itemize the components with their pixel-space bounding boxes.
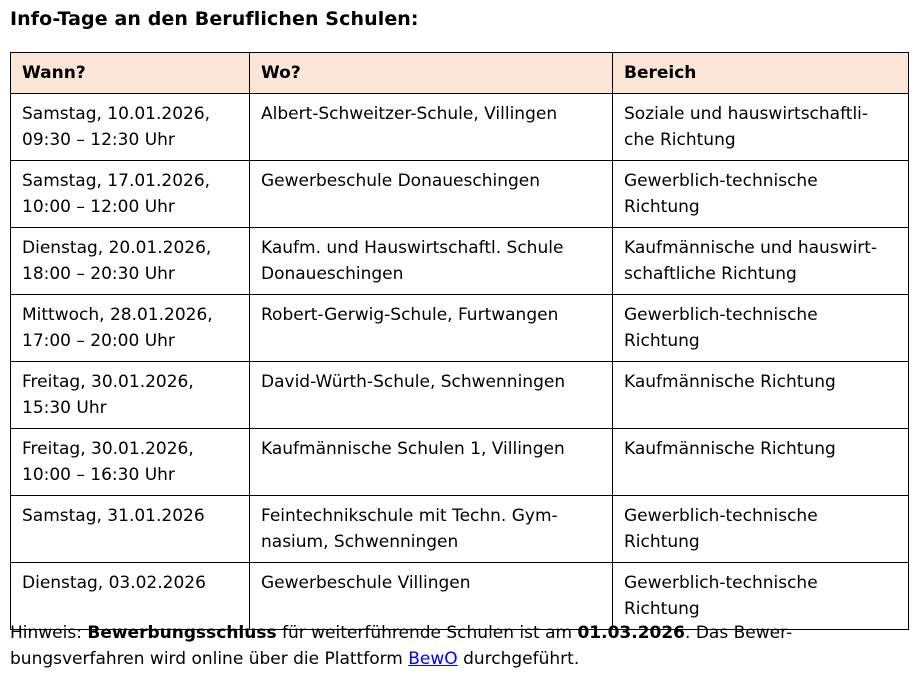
- cell-bereich: Gewerblich-technische Richtung: [612, 562, 909, 630]
- table-header-row: Wann? Wo? Bereich: [10, 52, 909, 94]
- table-row: Samstag, 10.01.2026, 09:30 – 12:30 Uhr A…: [10, 93, 909, 161]
- cell-wann: Dienstag, 03.02.2026: [10, 562, 250, 630]
- cell-wann: Dienstag, 20.01.2026, 18:00 – 20:30 Uhr: [10, 227, 250, 295]
- cell-line: nasium, Schwenningen: [261, 532, 459, 552]
- cell-line: Gewerblich-technische: [624, 171, 818, 191]
- cell-wo: Feintechnikschule mit Techn. Gym- nasium…: [249, 495, 613, 563]
- cell-line: Robert-Gerwig-Schule, Furtwangen: [261, 305, 559, 325]
- column-header-bereich: Bereich: [612, 52, 909, 94]
- cell-bereich: Kaufmännische Richtung: [612, 361, 909, 429]
- column-header-wo: Wo?: [249, 52, 613, 94]
- application-deadline-note: Hinweis: Bewerbungsschluss für weiterfüh…: [10, 620, 792, 672]
- note-text: bungsverfahren wird online über die Plat…: [10, 649, 409, 669]
- cell-line: Samstag, 10.01.2026,: [22, 104, 211, 124]
- note-text: . Das Bewer-: [685, 623, 793, 643]
- cell-line: Freitag, 30.01.2026,: [22, 372, 194, 392]
- cell-line: Samstag, 31.01.2026: [22, 506, 205, 526]
- cell-line: schaftliche Richtung: [624, 264, 797, 284]
- cell-bereich: Gewerblich-technische Richtung: [612, 294, 909, 362]
- cell-bereich: Kaufmännische Richtung: [612, 428, 909, 496]
- cell-line: che Richtung: [624, 130, 736, 150]
- cell-line: Gewerbeschule Donaueschingen: [261, 171, 540, 191]
- cell-bereich: Kaufmännische und hauswirt- schaftliche …: [612, 227, 909, 295]
- cell-bereich: Gewerblich-technische Richtung: [612, 160, 909, 228]
- cell-wann: Samstag, 17.01.2026, 10:00 – 12:00 Uhr: [10, 160, 250, 228]
- cell-line: Kaufmännische Richtung: [624, 372, 836, 392]
- note-text: für weiterführende Schulen ist am: [276, 623, 578, 643]
- cell-wo: David-Würth-Schule, Schwenningen: [249, 361, 613, 429]
- cell-wo: Kaufmännische Schulen 1, Villingen: [249, 428, 613, 496]
- cell-line: Richtung: [624, 331, 700, 351]
- table-row: Freitag, 30.01.2026, 15:30 Uhr David-Wür…: [10, 361, 909, 429]
- cell-wo: Gewerbeschule Villingen: [249, 562, 613, 630]
- cell-line: Dienstag, 03.02.2026: [22, 573, 206, 593]
- note-bold-date: 01.03.2026: [577, 623, 686, 643]
- cell-line: 15:30 Uhr: [22, 398, 107, 418]
- table-row: Mittwoch, 28.01.2026, 17:00 – 20:00 Uhr …: [10, 294, 909, 362]
- note-bold-deadline-word: Bewerbungsschluss: [87, 623, 277, 643]
- cell-wo: Albert-Schweitzer-Schule, Villingen: [249, 93, 613, 161]
- cell-wann: Freitag, 30.01.2026, 15:30 Uhr: [10, 361, 250, 429]
- cell-line: Kaufmännische Schulen 1, Villingen: [261, 439, 565, 459]
- cell-line: Feintechnikschule mit Techn. Gym-: [261, 506, 558, 526]
- cell-wo: Gewerbeschule Donaueschingen: [249, 160, 613, 228]
- note-line-1: Hinweis: Bewerbungsschluss für weiterfüh…: [10, 620, 792, 646]
- cell-line: Gewerblich-technische: [624, 506, 818, 526]
- cell-wo: Robert-Gerwig-Schule, Furtwangen: [249, 294, 613, 362]
- cell-line: 18:00 – 20:30 Uhr: [22, 264, 175, 284]
- cell-line: Gewerblich-technische: [624, 573, 818, 593]
- cell-line: Kaufm. und Hauswirtschaftl. Schule: [261, 238, 564, 258]
- cell-line: Mittwoch, 28.01.2026,: [22, 305, 213, 325]
- cell-line: 10:00 – 12:00 Uhr: [22, 197, 175, 217]
- bewo-link[interactable]: BewO: [408, 649, 458, 669]
- table-row: Samstag, 17.01.2026, 10:00 – 12:00 Uhr G…: [10, 160, 909, 228]
- cell-line: Donaueschingen: [261, 264, 404, 284]
- cell-line: Richtung: [624, 599, 700, 619]
- note-text: durchgeführt.: [457, 649, 580, 669]
- cell-line: 10:00 – 16:30 Uhr: [22, 465, 175, 485]
- cell-line: Richtung: [624, 532, 700, 552]
- cell-wann: Freitag, 30.01.2026, 10:00 – 16:30 Uhr: [10, 428, 250, 496]
- note-text: Hinweis:: [10, 623, 88, 643]
- page-title: Info-Tage an den Beruflichen Schulen:: [10, 8, 419, 30]
- cell-wo: Kaufm. und Hauswirtschaftl. Schule Donau…: [249, 227, 613, 295]
- cell-line: Kaufmännische Richtung: [624, 439, 836, 459]
- cell-line: 09:30 – 12:30 Uhr: [22, 130, 175, 150]
- table-row: Samstag, 31.01.2026 Feintechnikschule mi…: [10, 495, 909, 563]
- cell-line: Dienstag, 20.01.2026,: [22, 238, 212, 258]
- cell-line: Samstag, 17.01.2026,: [22, 171, 211, 191]
- cell-line: 17:00 – 20:00 Uhr: [22, 331, 175, 351]
- info-days-table: Wann? Wo? Bereich Samstag, 10.01.2026, 0…: [10, 52, 909, 630]
- cell-line: Gewerblich-technische: [624, 305, 818, 325]
- note-line-2: bungsverfahren wird online über die Plat…: [10, 646, 792, 672]
- table-row: Dienstag, 20.01.2026, 18:00 – 20:30 Uhr …: [10, 227, 909, 295]
- table-row: Freitag, 30.01.2026, 10:00 – 16:30 Uhr K…: [10, 428, 909, 496]
- cell-line: David-Würth-Schule, Schwenningen: [261, 372, 566, 392]
- cell-wann: Samstag, 10.01.2026, 09:30 – 12:30 Uhr: [10, 93, 250, 161]
- cell-line: Freitag, 30.01.2026,: [22, 439, 194, 459]
- cell-line: Soziale und hauswirtschaftli-: [624, 104, 869, 124]
- cell-line: Kaufmännische und hauswirt-: [624, 238, 878, 258]
- cell-wann: Mittwoch, 28.01.2026, 17:00 – 20:00 Uhr: [10, 294, 250, 362]
- cell-bereich: Gewerblich-technische Richtung: [612, 495, 909, 563]
- cell-bereich: Soziale und hauswirtschaftli- che Richtu…: [612, 93, 909, 161]
- table-row: Dienstag, 03.02.2026 Gewerbeschule Villi…: [10, 562, 909, 630]
- cell-line: Gewerbeschule Villingen: [261, 573, 471, 593]
- cell-wann: Samstag, 31.01.2026: [10, 495, 250, 563]
- cell-line: Richtung: [624, 197, 700, 217]
- cell-line: Albert-Schweitzer-Schule, Villingen: [261, 104, 558, 124]
- column-header-wann: Wann?: [10, 52, 250, 94]
